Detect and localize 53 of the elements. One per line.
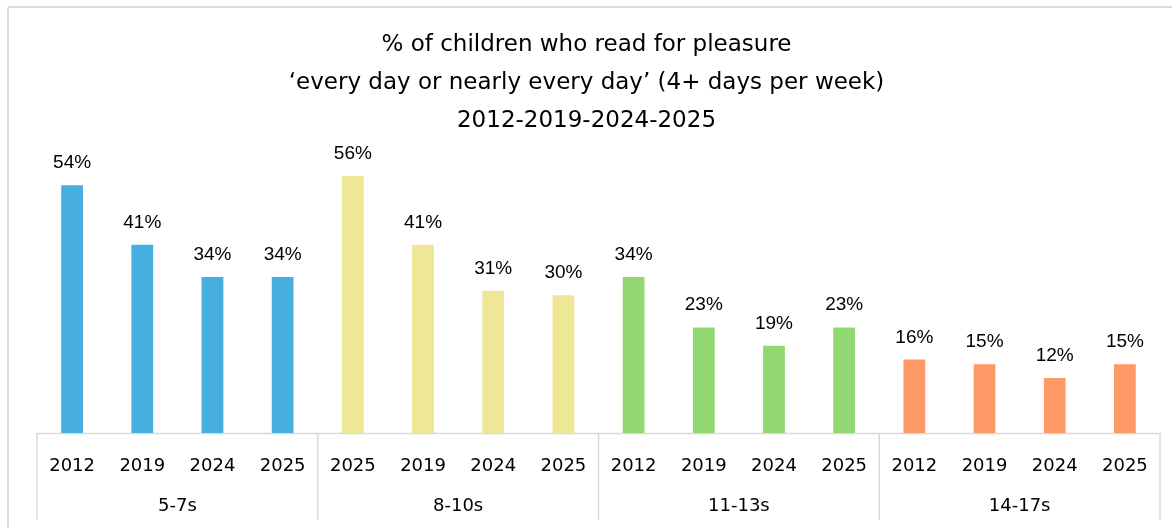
x-tick-label: 2024 <box>751 453 797 475</box>
bar <box>1114 364 1136 433</box>
bar <box>1043 377 1066 433</box>
bar <box>412 244 434 433</box>
x-tick-label: 2025 <box>821 453 868 475</box>
x-tick-label: 2012 <box>49 453 95 475</box>
data-label: 30% <box>544 261 583 283</box>
bar <box>903 359 926 433</box>
bar <box>692 327 715 433</box>
data-label: 19% <box>754 311 794 333</box>
x-tick-label: 2024 <box>1031 453 1078 475</box>
x-tick-label: 2012 <box>610 453 657 475</box>
data-label: 34% <box>263 242 302 264</box>
bar <box>61 185 83 433</box>
x-tick-label: 2025 <box>540 453 587 475</box>
bar <box>833 327 856 433</box>
bar <box>622 276 645 433</box>
x-tick-label: 2012 <box>891 453 938 475</box>
x-tick-label: 2025 <box>259 453 306 475</box>
bar <box>482 290 505 433</box>
x-tick-label: 2024 <box>189 453 236 475</box>
data-label: 34% <box>193 242 232 264</box>
data-label: 34% <box>614 242 653 264</box>
data-label: 31% <box>474 256 513 278</box>
x-tick-label: 2024 <box>470 453 517 475</box>
x-tick-label: 2025 <box>1102 453 1148 475</box>
bar <box>131 244 154 433</box>
x-tick-label: 2019 <box>961 453 1008 475</box>
bar <box>763 345 785 433</box>
data-label: 54% <box>53 151 92 173</box>
x-tick-label: 2019 <box>119 453 166 475</box>
bar <box>341 176 364 433</box>
bar <box>552 295 575 433</box>
x-tick-label: 2019 <box>680 453 727 475</box>
chart-title: % of children who read for pleasure ‘every day or nearly every day’ (4+ days per week) 2012-2019-2024-2025 <box>288 30 885 132</box>
text: 14-17s <box>988 494 1051 515</box>
text: 11-13s <box>708 494 770 515</box>
data-label: 23% <box>684 293 723 315</box>
bar <box>271 276 294 433</box>
x-tick-label: 2025 <box>329 453 376 475</box>
bar <box>201 276 224 433</box>
data-label: 15% <box>1105 330 1145 352</box>
data-label: 12% <box>1035 343 1074 365</box>
bar <box>973 364 996 433</box>
data-label: 16% <box>895 325 934 347</box>
data-label: 41% <box>404 210 443 232</box>
text: 5-7s <box>157 494 197 515</box>
data-label: 15% <box>965 330 1004 352</box>
x-tick-label: 2019 <box>400 453 446 475</box>
data-label: 56% <box>333 142 372 163</box>
text: 8-10s <box>433 494 484 515</box>
data-label: 41% <box>123 210 162 232</box>
data-label: 23% <box>825 293 864 315</box>
